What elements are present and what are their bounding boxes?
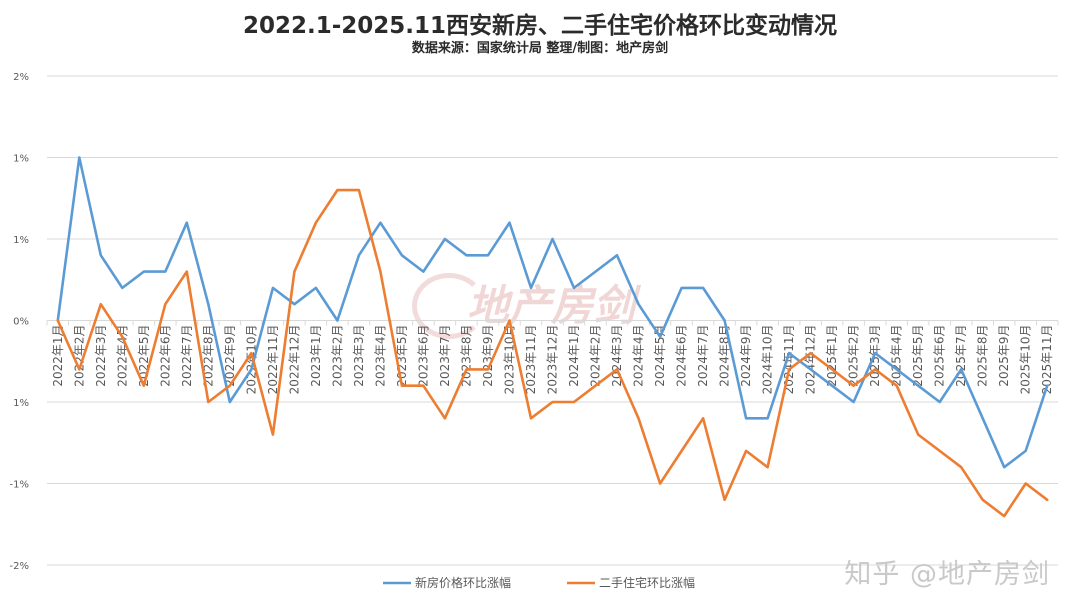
x-tick-label: 2025年8月 bbox=[976, 325, 990, 387]
x-tick-label: 2024年6月 bbox=[675, 325, 689, 387]
x-tick-label: 2024年11月 bbox=[782, 325, 796, 395]
x-tick-label: 2024年5月 bbox=[653, 325, 667, 387]
x-tick-label: 2022年9月 bbox=[223, 325, 237, 387]
watermark-logo-ring bbox=[412, 273, 486, 339]
x-tick-label: 2024年8月 bbox=[718, 325, 732, 387]
x-tick-label: 2024年7月 bbox=[696, 325, 710, 387]
x-tick-label: 2025年1月 bbox=[825, 325, 839, 387]
x-tick-label: 2023年12月 bbox=[546, 325, 560, 395]
x-tick-label: 2025年5月 bbox=[911, 325, 925, 387]
x-tick-label: 2023年4月 bbox=[373, 325, 387, 387]
x-tick-label: 2023年7月 bbox=[438, 325, 452, 387]
x-tick-label: 2023年11月 bbox=[524, 325, 538, 395]
x-tick-label: 2024年12月 bbox=[804, 325, 818, 395]
series-line-2 bbox=[56, 188, 1049, 518]
chart-subtitle: 数据来源：国家统计局 整理/制图：地产房剑 bbox=[411, 41, 669, 56]
x-tick-label: 2023年2月 bbox=[330, 325, 344, 387]
x-tick-label: 2025年6月 bbox=[933, 325, 947, 387]
center-watermark-text: 地产房剑 bbox=[467, 281, 636, 330]
x-tick-label: 2022年6月 bbox=[158, 325, 172, 387]
x-tick-label: 2022年12月 bbox=[287, 325, 301, 395]
y-tick-label: -2% bbox=[10, 561, 29, 572]
x-tick-label: 2024年4月 bbox=[632, 325, 646, 387]
x-tick-label: 2024年3月 bbox=[610, 325, 624, 387]
y-tick-label: 1% bbox=[13, 235, 29, 246]
series-line-1 bbox=[56, 156, 1049, 469]
x-tick-label: 2025年7月 bbox=[954, 325, 968, 387]
x-tick-label: 2022年1月 bbox=[51, 325, 65, 387]
watermark-text: 知乎 @地产房剑 bbox=[844, 559, 1050, 590]
x-tick-label: 2023年3月 bbox=[352, 325, 366, 387]
x-tick-label: 2025年11月 bbox=[1040, 325, 1054, 395]
x-tick-label: 2023年10月 bbox=[502, 325, 516, 395]
x-tick-label: 2024年2月 bbox=[589, 325, 603, 387]
x-tick-label: 2023年9月 bbox=[481, 325, 495, 387]
y-tick-label: 1% bbox=[13, 398, 29, 409]
x-tick-label: 2022年4月 bbox=[115, 325, 129, 387]
center-watermark: 地产房剑 bbox=[412, 268, 662, 339]
legend-label: 新房价格环比涨幅 bbox=[415, 575, 511, 590]
y-tick-label: -1% bbox=[10, 480, 29, 491]
x-tick-label: 2022年3月 bbox=[94, 325, 108, 387]
x-tick-label: 2025年2月 bbox=[847, 325, 861, 387]
x-tick-label: 2024年1月 bbox=[567, 325, 581, 387]
x-tick-label: 2025年4月 bbox=[890, 325, 904, 387]
x-tick-label: 2023年6月 bbox=[416, 325, 430, 387]
y-tick-label: 0% bbox=[13, 317, 29, 328]
legend-label: 二手住宅环比涨幅 bbox=[599, 575, 695, 590]
x-tick-label: 2024年9月 bbox=[739, 325, 753, 387]
x-tick-label: 2022年7月 bbox=[180, 325, 194, 387]
x-tick-label: 2025年9月 bbox=[997, 325, 1011, 387]
x-tick-label: 2024年10月 bbox=[761, 325, 775, 395]
y-tick-label: 2% bbox=[13, 72, 29, 83]
y-tick-label: 1% bbox=[13, 154, 29, 165]
chart-title: 2022.1-2025.11西安新房、二手住宅价格环比变动情况 bbox=[242, 13, 838, 39]
x-tick-label: 2022年11月 bbox=[266, 325, 280, 395]
x-tick-label: 2022年2月 bbox=[72, 325, 86, 387]
x-tick-label: 2023年8月 bbox=[459, 325, 473, 387]
x-tick-label: 2022年8月 bbox=[201, 325, 215, 387]
x-tick-label: 2025年10月 bbox=[1019, 325, 1033, 395]
x-tick-label: 2023年1月 bbox=[309, 325, 323, 387]
